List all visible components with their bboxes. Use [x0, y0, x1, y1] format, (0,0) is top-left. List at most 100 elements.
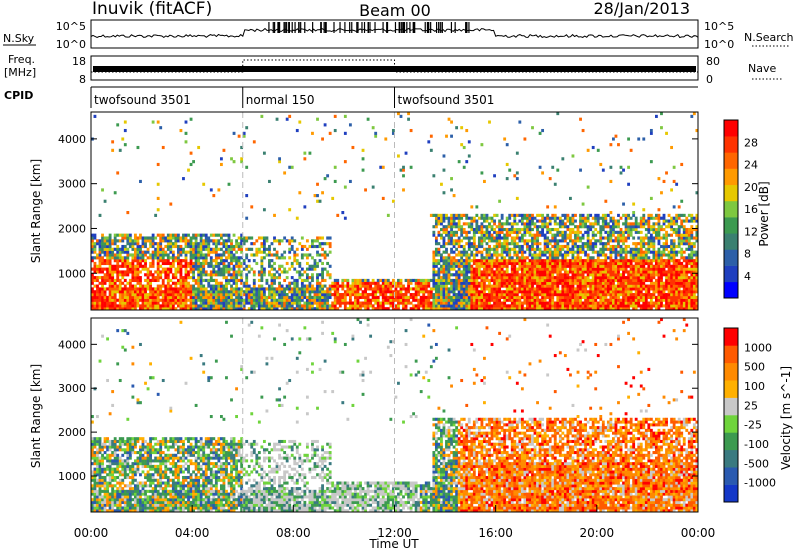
heatmap-cell: [571, 290, 575, 294]
heatmap-cell: [111, 140, 115, 144]
heatmap-cell: [467, 304, 471, 308]
heatmap-cell: [627, 287, 631, 291]
heatmap-cell: [475, 307, 479, 311]
heatmap-cell: [409, 295, 413, 299]
heatmap-cell: [644, 307, 648, 311]
heatmap-cell: [642, 267, 646, 271]
heatmap-cell: [121, 281, 125, 285]
heatmap-cell: [235, 298, 238, 302]
heatmap-cell: [586, 247, 590, 251]
heatmap-cell: [321, 290, 324, 294]
heatmap-cell: [561, 247, 565, 251]
heatmap-cell: [318, 287, 322, 291]
heatmap-cell: [450, 222, 453, 226]
heatmap-cell: [644, 284, 648, 288]
heatmap-cell: [563, 295, 567, 299]
heatmap-cell: [614, 273, 618, 277]
heatmap-cell: [333, 298, 337, 302]
heatmap-cell: [285, 301, 289, 305]
heatmap-cell: [500, 225, 504, 229]
heatmap-cell: [596, 253, 600, 257]
heatmap-cell: [528, 264, 532, 268]
heatmap-cell: [493, 219, 496, 223]
heatmap-cell: [629, 227, 633, 232]
heatmap-cell: [495, 225, 499, 229]
heatmap-cell: [359, 301, 362, 305]
heatmap-cell: [548, 256, 552, 260]
heatmap-cell: [348, 298, 352, 302]
heatmap-cell: [154, 213, 158, 217]
heatmap-cell: [328, 287, 332, 291]
heatmap-cell: [543, 267, 547, 271]
heatmap-cell: [232, 298, 236, 302]
heatmap-cell: [293, 287, 297, 291]
heatmap-cell: [632, 242, 636, 246]
heatmap-cell: [563, 244, 567, 249]
heatmap-cell: [579, 284, 582, 288]
heatmap-cell: [197, 259, 201, 263]
heatmap-cell: [541, 270, 545, 274]
heatmap-cell: [624, 293, 628, 297]
heatmap-cell: [184, 276, 188, 280]
heatmap-cell: [242, 301, 246, 305]
heatmap-cell: [520, 270, 524, 274]
heatmap-cell: [91, 239, 94, 243]
heatmap-cell: [460, 230, 464, 234]
heatmap-cell: [465, 307, 469, 311]
heatmap-cell: [179, 128, 183, 133]
heatmap-cell: [627, 216, 631, 220]
heatmap-cell: [313, 295, 317, 299]
heatmap-cell: [136, 259, 140, 263]
heatmap-cell: [515, 196, 519, 200]
heatmap-cell: [174, 256, 178, 260]
heatmap-cell: [584, 276, 588, 280]
heatmap-cell: [450, 301, 453, 305]
heatmap-cell: [179, 239, 183, 243]
heatmap-cell: [134, 273, 137, 277]
heatmap-cell: [614, 284, 618, 288]
heatmap-cell: [384, 293, 388, 297]
heatmap-cell: [151, 304, 155, 308]
heatmap-cell: [290, 301, 294, 305]
heatmap-cell: [96, 298, 99, 302]
heatmap-cell: [596, 230, 600, 234]
heatmap-cell: [98, 290, 102, 294]
heatmap-cell: [108, 301, 112, 305]
heatmap-cell: [624, 225, 628, 229]
heatmap-cell: [255, 298, 259, 302]
heatmap-cell: [546, 259, 550, 263]
heatmap-cell: [290, 293, 294, 297]
heatmap-cell: [113, 290, 117, 294]
heatmap-cell: [634, 301, 638, 305]
heatmap-cell: [566, 301, 570, 305]
heatmap-cell: [569, 196, 572, 200]
heatmap-cell: [614, 134, 618, 138]
heatmap-cell: [480, 253, 484, 257]
heatmap-cell: [204, 287, 208, 291]
heatmap-cell: [475, 253, 479, 257]
heatmap-cell: [604, 219, 608, 223]
heatmap-cell: [126, 267, 130, 271]
heatmap-cell: [409, 281, 413, 285]
heatmap-cell: [440, 236, 443, 240]
heatmap-cell: [91, 259, 94, 263]
heatmap-cell: [617, 219, 620, 223]
heatmap-cell: [624, 304, 628, 308]
heatmap-cell: [637, 253, 641, 257]
heatmap-cell: [576, 287, 580, 291]
heatmap-cell: [470, 307, 474, 311]
heatmap-cell: [460, 298, 464, 302]
heatmap-cell: [526, 298, 529, 302]
heatmap-cell: [273, 239, 276, 243]
heatmap-cell: [594, 270, 598, 274]
heatmap-cell: [637, 264, 641, 268]
heatmap-cell: [149, 301, 152, 305]
heatmap-cell: [113, 307, 117, 311]
heatmap-cell: [515, 244, 519, 249]
heatmap-cell: [543, 298, 547, 302]
heatmap-cell: [429, 301, 433, 305]
heatmap-cell: [106, 244, 109, 249]
heatmap-cell: [460, 225, 464, 229]
heatmap-cell: [295, 261, 299, 266]
